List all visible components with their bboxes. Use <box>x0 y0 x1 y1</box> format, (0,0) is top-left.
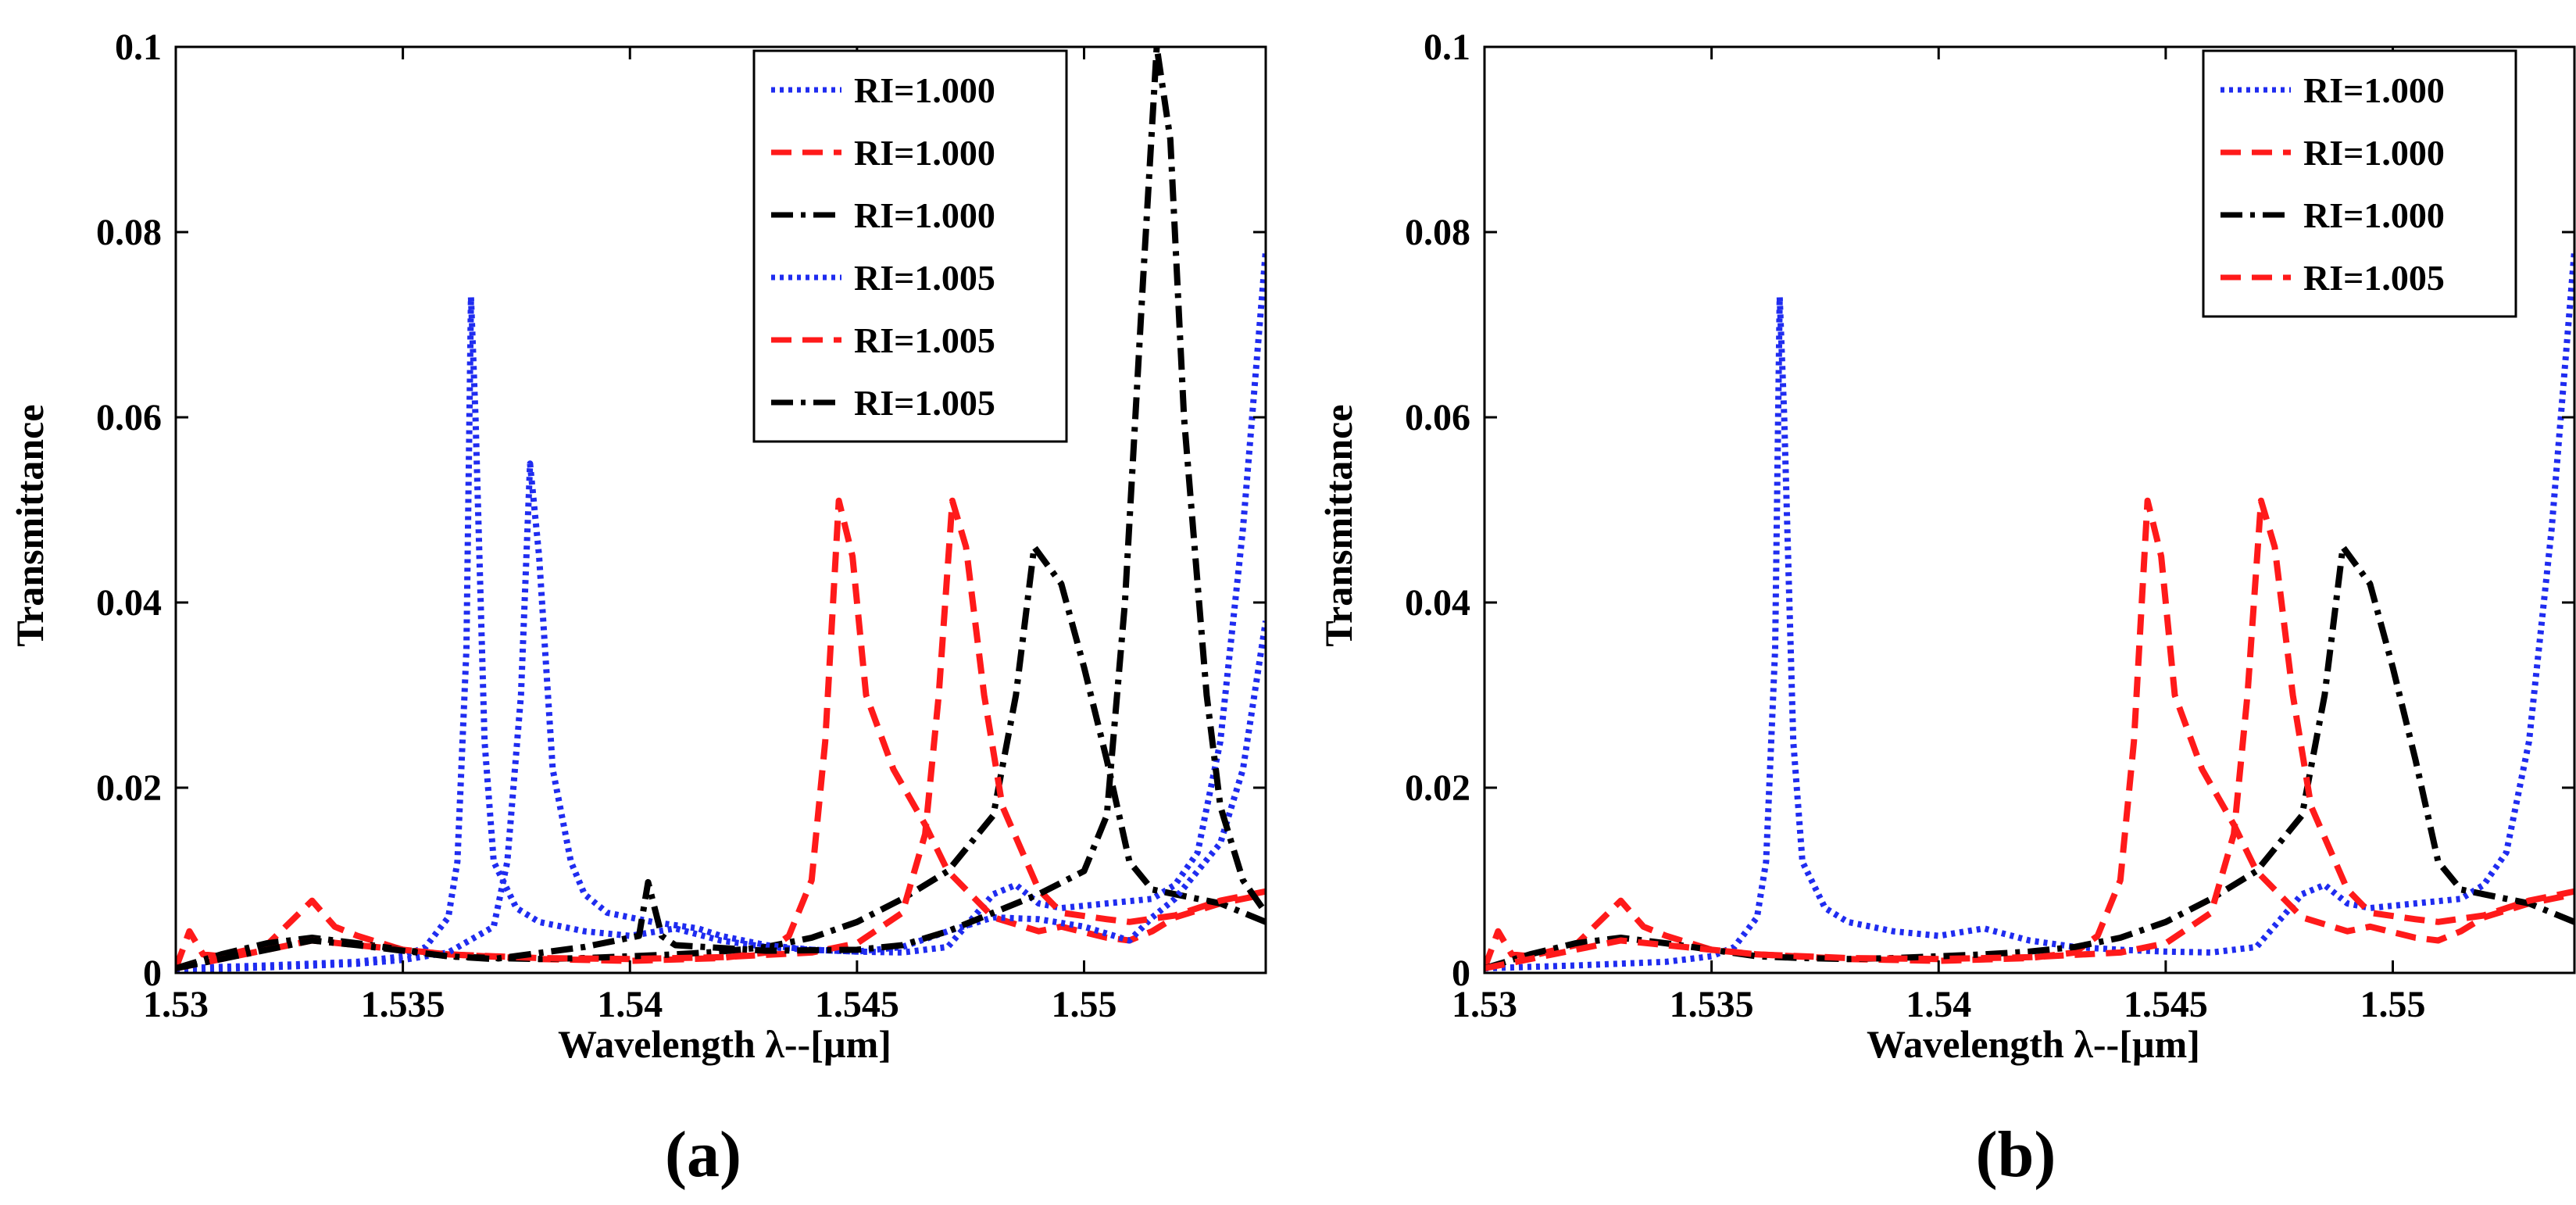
y-tick-label: 0.02 <box>96 767 162 809</box>
y-tick-label: 0.04 <box>1405 582 1470 624</box>
legend-entry: RI=1.005 <box>854 258 995 298</box>
chart-panel-a: 1.53 1.535 1.54 1.545 1.55 0 0.02 0.04 0.06 0.08 0… <box>8 27 1267 1191</box>
legend-box <box>2202 49 2517 318</box>
y-tick-label: 0.08 <box>96 212 162 253</box>
series-line-a-1 <box>176 497 1266 970</box>
legend-b: RI=1.000 RI=1.000 RI=1.000 RI=1.005 <box>2202 49 2517 318</box>
x-tick-label: 1.53 <box>143 984 209 1025</box>
legend-entry: RI=1.000 <box>854 133 995 173</box>
series-line-b-0 <box>1485 250 2574 972</box>
legend-box <box>752 49 1068 443</box>
y-tick-label: 0 <box>1452 953 1470 994</box>
series-line-a-5 <box>176 47 1266 972</box>
y-tick-label: 0.1 <box>115 27 162 68</box>
y-tick-label: 0.06 <box>1405 397 1470 438</box>
y-tick-label: 0.1 <box>1424 27 1470 68</box>
x-tick-label: 1.54 <box>1906 984 1971 1025</box>
x-tick-label: 1.535 <box>1670 984 1754 1025</box>
series-line-b-3 <box>1485 497 2574 972</box>
x-tick-label: 1.55 <box>1052 984 1117 1025</box>
series-line-b-1 <box>1485 497 2574 970</box>
legend-a: RI=1.000 RI=1.000 RI=1.000 RI=1.005 RI=1.005… <box>752 49 1068 443</box>
y-axis-label: Transmittance <box>1317 404 1360 646</box>
x-tick-label: 1.55 <box>2360 984 2426 1025</box>
legend-entry: RI=1.005 <box>854 383 995 423</box>
y-tick-label: 0.02 <box>1405 767 1470 809</box>
legend-entry: RI=1.000 <box>854 70 995 110</box>
x-tick-label: 1.545 <box>815 984 899 1025</box>
x-tick-label: 1.545 <box>2124 984 2208 1025</box>
x-tick-label: 1.53 <box>1452 984 1517 1025</box>
y-tick-label: 0.06 <box>96 397 162 438</box>
y-axis-label: Transmittance <box>8 404 52 646</box>
series-line-a-2 <box>176 543 1266 971</box>
series-line-a-3 <box>176 460 1266 973</box>
x-tick-label: 1.54 <box>597 984 663 1025</box>
axes-frame-b <box>1483 45 2576 974</box>
x-tick-label: 1.535 <box>361 984 445 1025</box>
series-line-b-2 <box>1485 543 2574 971</box>
panel-label-b: (b) <box>1976 1118 2056 1191</box>
y-tick-label: 0.04 <box>96 582 162 624</box>
y-tick-label: 0 <box>143 953 162 994</box>
legend-entry: RI=1.005 <box>854 320 995 360</box>
panel-label-a: (a) <box>665 1118 741 1191</box>
x-axis-label: Wavelength λ--[µm] <box>558 1022 891 1066</box>
legend-entry: RI=1.000 <box>2303 195 2445 235</box>
legend-entry: RI=1.000 <box>854 195 995 235</box>
series-line-a-0 <box>176 250 1266 972</box>
legend-entry: RI=1.005 <box>2303 258 2445 298</box>
legend-entry: RI=1.000 <box>2303 70 2445 110</box>
axes-frame-a <box>174 45 1267 974</box>
y-tick-label: 0.08 <box>1405 212 1470 253</box>
chart-panel-b: 1.53 1.535 1.54 1.545 1.55 0 0.02 0.04 0.06 0.08 0… <box>1317 27 2576 1191</box>
legend-entry: RI=1.000 <box>2303 133 2445 173</box>
x-axis-label: Wavelength λ--[µm] <box>1867 1022 2200 1066</box>
